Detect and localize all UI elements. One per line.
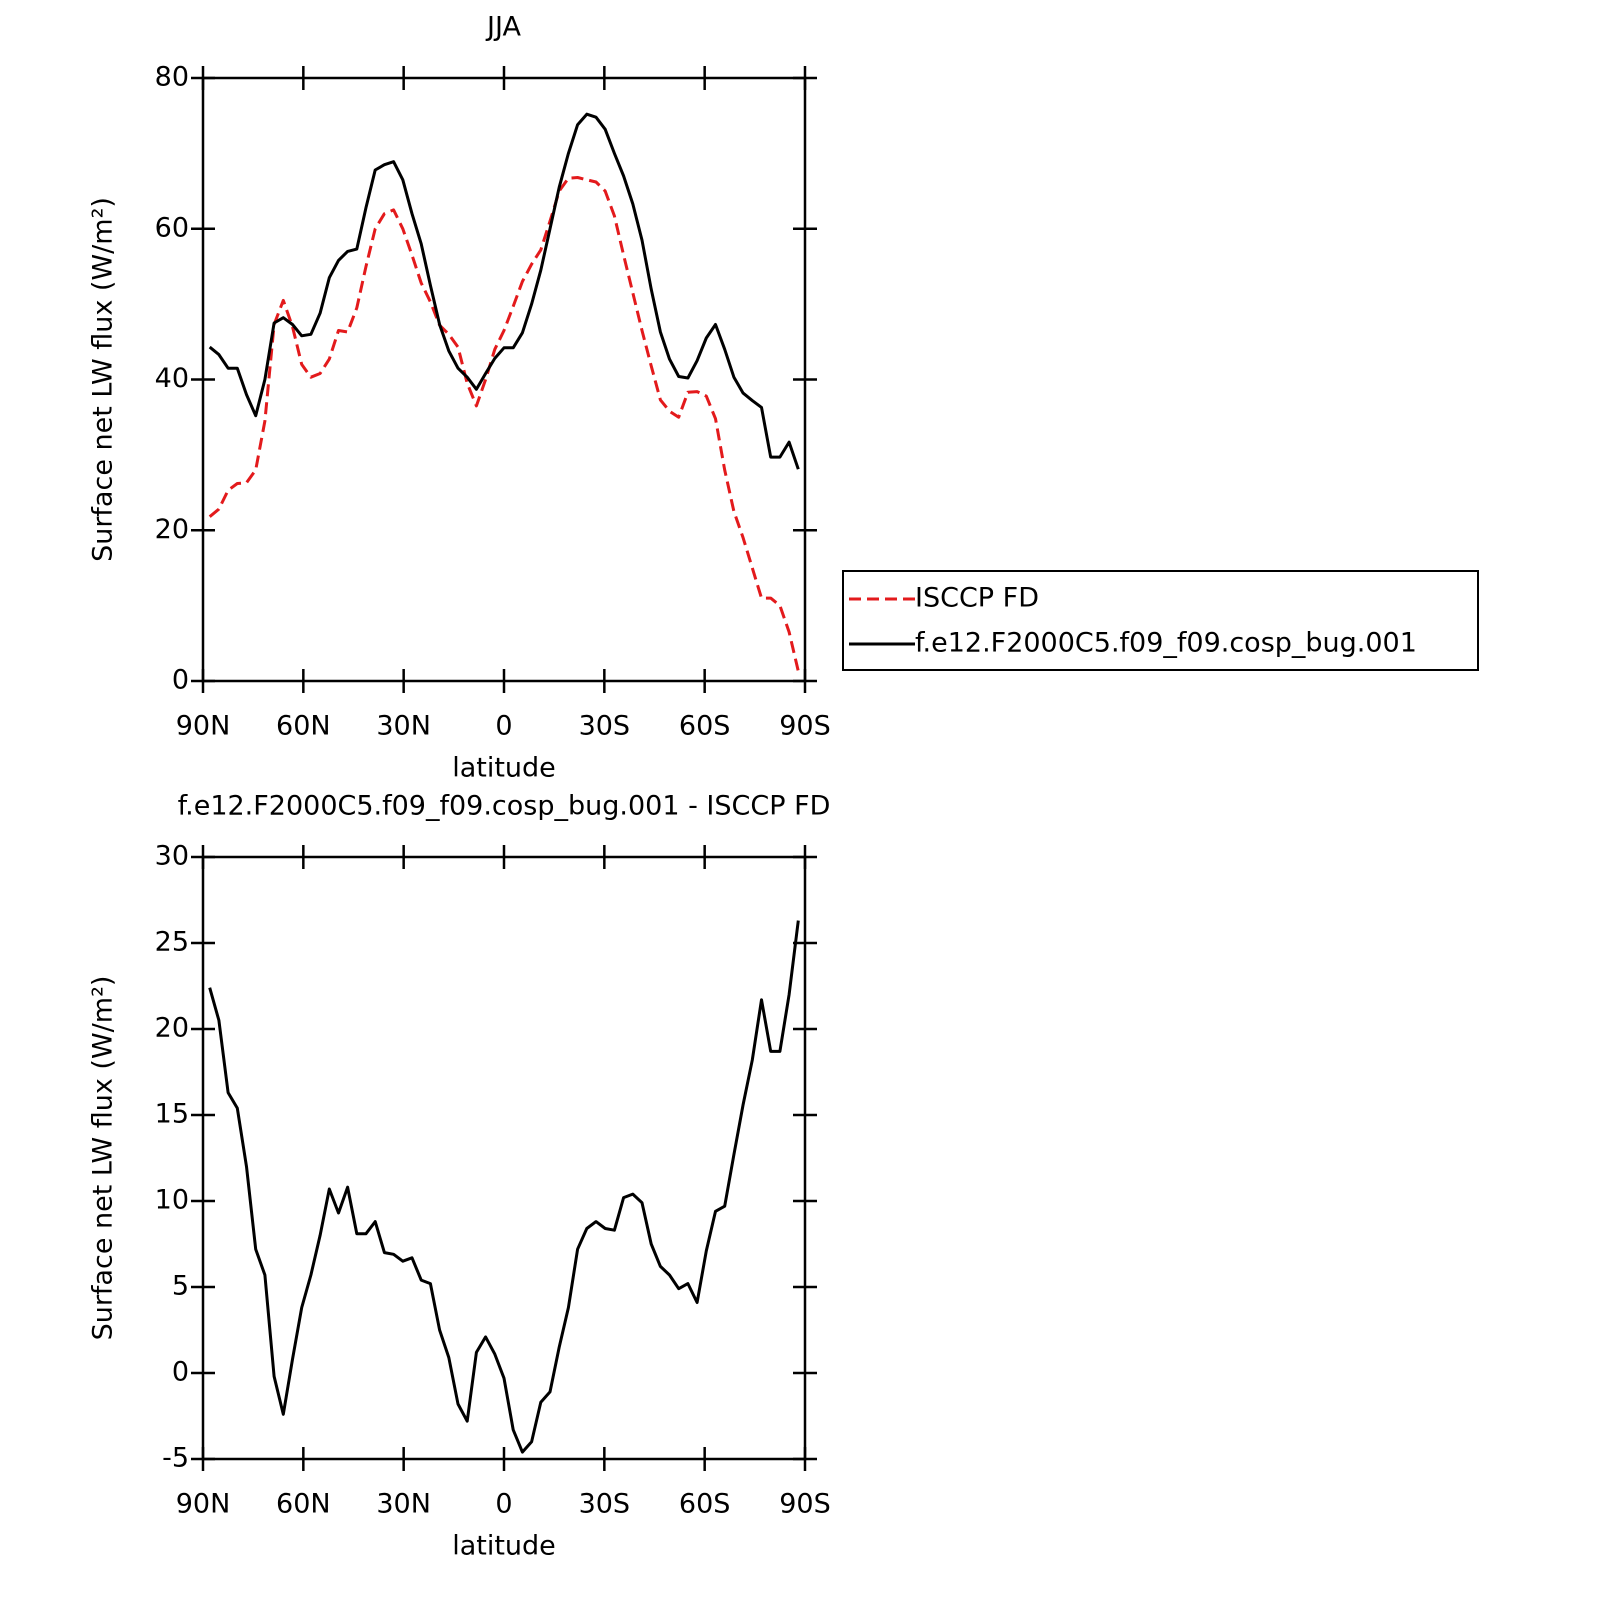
series-line	[208, 112, 800, 470]
x-tick-label: 30S	[579, 1489, 631, 1520]
chart-title: f.e12.F2000C5.f09_f09.cosp_bug.001 - ISC…	[178, 791, 831, 822]
x-tick-label: 90N	[176, 1489, 231, 1520]
y-tick-label: 0	[172, 1357, 189, 1388]
x-tick-label: 90N	[176, 711, 231, 742]
y-tick-label: 10	[155, 1185, 189, 1216]
x-axis-label: latitude	[452, 753, 556, 784]
legend-box	[842, 570, 1479, 671]
x-tick-label: 0	[495, 1489, 512, 1520]
chart-title: JJA	[485, 12, 521, 43]
y-tick-label: 20	[155, 1013, 189, 1044]
x-tick-label: 30N	[376, 711, 431, 742]
plot-frame	[201, 76, 807, 683]
x-tick-label: 90S	[779, 711, 831, 742]
x-axis-label: latitude	[452, 1531, 556, 1562]
x-tick-label: 0	[495, 711, 512, 742]
series-line	[208, 176, 800, 672]
x-tick-label: 30S	[579, 711, 631, 742]
x-tick-label: 90S	[779, 1489, 831, 1520]
plot-frame	[201, 855, 807, 1461]
y-tick-label: 20	[155, 514, 189, 545]
y-tick-label: 5	[172, 1271, 189, 1302]
x-tick-label: 60S	[679, 1489, 731, 1520]
x-tick-label: 60N	[276, 1489, 331, 1520]
y-tick-label: 40	[155, 363, 189, 394]
y-tick-label: 30	[155, 841, 189, 872]
x-tick-label: 30N	[376, 1489, 431, 1520]
series-line	[208, 920, 800, 1454]
y-tick-label: 60	[155, 212, 189, 243]
y-tick-label: 15	[155, 1099, 189, 1130]
y-tick-label: -5	[162, 1443, 189, 1474]
legend-label: ISCCP FD	[915, 583, 1039, 614]
legend-label: f.e12.F2000C5.f09_f09.cosp_bug.001	[915, 628, 1417, 659]
y-axis-label: Surface net LW flux (W/m²)	[88, 197, 119, 562]
y-tick-label: 25	[155, 927, 189, 958]
y-tick-label: 0	[172, 665, 189, 696]
x-tick-label: 60N	[276, 711, 331, 742]
x-tick-label: 60S	[679, 711, 731, 742]
y-axis-label: Surface net LW flux (W/m²)	[88, 976, 119, 1341]
y-tick-label: 80	[155, 62, 189, 93]
